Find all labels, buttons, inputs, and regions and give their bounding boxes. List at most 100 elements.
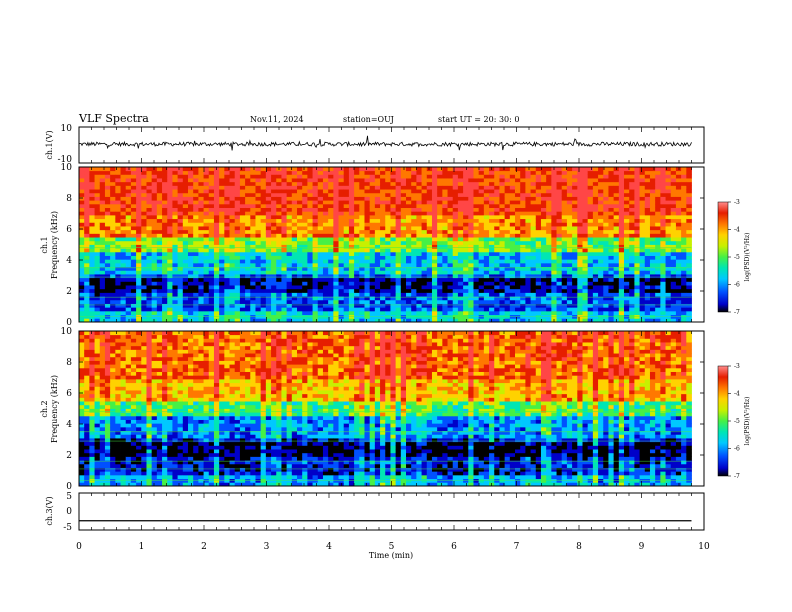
spectrogram-cell	[302, 270, 308, 275]
spectrogram-cell	[79, 229, 85, 234]
spectrogram-cell	[655, 196, 661, 201]
spectrogram-cell	[499, 274, 506, 279]
spectrogram-cell	[260, 178, 267, 183]
spectrogram-cell	[561, 262, 568, 268]
spectrogram-cell	[572, 178, 578, 183]
spectrogram-cell	[307, 248, 313, 253]
spectrogram-cell	[556, 303, 563, 308]
spectrogram-cell	[577, 203, 583, 208]
spectrogram-cell	[281, 200, 288, 205]
spectrogram-cell	[468, 292, 474, 297]
spectrogram-cell	[598, 303, 604, 308]
spectrogram-cell	[172, 248, 179, 253]
spectrogram-cell	[328, 318, 334, 323]
spectrogram-cell	[660, 226, 666, 231]
spectrogram-cell	[478, 185, 485, 190]
spectrogram-cell	[99, 255, 106, 260]
spectrogram-cell	[431, 229, 438, 234]
spectrogram-cell	[322, 299, 329, 304]
spectrogram-cell	[177, 181, 184, 186]
spectrogram-cell	[322, 237, 329, 242]
spectrogram-cell	[322, 259, 329, 264]
spectrogram-cell	[515, 196, 521, 201]
spectrogram-cell	[644, 310, 651, 316]
spectrogram-cell	[572, 310, 578, 316]
spectrogram-cell	[618, 167, 625, 172]
spectrogram-cell	[219, 270, 225, 275]
spectrogram-cell	[286, 218, 293, 223]
spectrogram-cell	[354, 192, 360, 197]
spectrogram-cell	[130, 248, 137, 253]
spectrogram-cell	[634, 240, 640, 245]
spectrogram-cell	[229, 248, 236, 253]
spectrogram-cell	[156, 203, 163, 208]
spectrogram-cell	[354, 222, 360, 227]
spectrogram-cell	[499, 288, 506, 293]
spectrogram-cell	[426, 262, 433, 268]
spectrogram-cell	[457, 277, 464, 282]
spectrogram-cell	[307, 167, 313, 172]
spectrogram-cell	[265, 281, 272, 286]
spectrogram-cell	[364, 262, 371, 268]
spectrogram-cell	[546, 277, 552, 282]
spectrogram-cell	[369, 296, 376, 301]
spectrogram-cell	[354, 211, 360, 216]
spectrogram-cell	[473, 270, 480, 275]
spectrogram-cell	[452, 292, 459, 297]
spectrogram-cell	[125, 288, 132, 293]
spectrogram-cell	[468, 307, 474, 312]
spectrogram-cell	[644, 296, 651, 301]
spectrogram-cell	[644, 222, 651, 227]
spectrogram-cell	[348, 296, 355, 301]
spectrogram-cell	[317, 244, 324, 249]
spectrogram-cell	[328, 196, 334, 201]
spectrogram-cell	[328, 307, 334, 312]
spectrogram-cell	[307, 178, 313, 183]
spectrogram-cell	[639, 307, 646, 312]
spectrogram-cell	[431, 200, 438, 205]
spectrogram-cell	[400, 226, 407, 231]
spectrogram-cell	[681, 266, 687, 271]
spectrogram-cell	[359, 299, 365, 304]
spectrogram-cell	[411, 299, 417, 304]
spectrogram-cell	[468, 167, 474, 172]
spectrogram-cell	[167, 281, 173, 286]
spectrogram-cell	[463, 218, 469, 223]
spectrogram-cell	[172, 211, 179, 216]
spectrogram-cell	[603, 296, 609, 301]
spectrogram-cell	[400, 270, 407, 275]
spectrogram-cell	[598, 292, 604, 297]
spectrogram-cell	[328, 237, 334, 242]
spectrogram-cell	[530, 226, 537, 231]
spectrogram-cell	[369, 255, 376, 260]
spectrogram-cell	[452, 200, 459, 205]
spectrogram-cell	[639, 237, 646, 242]
spectrogram-cell	[276, 251, 282, 256]
spectrogram-cell	[79, 281, 85, 286]
spectrogram-cell	[99, 251, 106, 256]
spectrogram-cell	[281, 226, 288, 231]
spectrogram-cell	[665, 207, 672, 212]
spectrogram-cell	[260, 192, 267, 197]
spectrogram-cell	[592, 262, 599, 268]
spectrogram-cell	[182, 200, 189, 205]
spectrogram-cell	[515, 218, 521, 223]
spectrogram-cell	[561, 218, 568, 223]
spectrogram-cell	[670, 248, 677, 253]
spectrogram-cell	[297, 299, 303, 304]
spectrogram-cell	[265, 214, 272, 220]
spectrogram-cell	[213, 237, 220, 242]
spectrogram-cell	[525, 178, 531, 183]
spectrogram-cell	[281, 196, 288, 201]
spectrogram-cell	[213, 266, 220, 271]
spectrogram-cell	[151, 288, 158, 293]
spectrogram-cell	[146, 285, 153, 290]
spectrogram-cell	[338, 262, 345, 268]
spectrogram-cell	[426, 211, 433, 216]
spectrogram-cell	[286, 277, 293, 282]
spectrogram-cell	[369, 214, 376, 220]
spectrogram-cell	[333, 237, 339, 242]
spectrogram-cell	[317, 262, 324, 268]
spectrogram-cell	[416, 192, 422, 197]
spectrogram-cell	[525, 237, 531, 242]
